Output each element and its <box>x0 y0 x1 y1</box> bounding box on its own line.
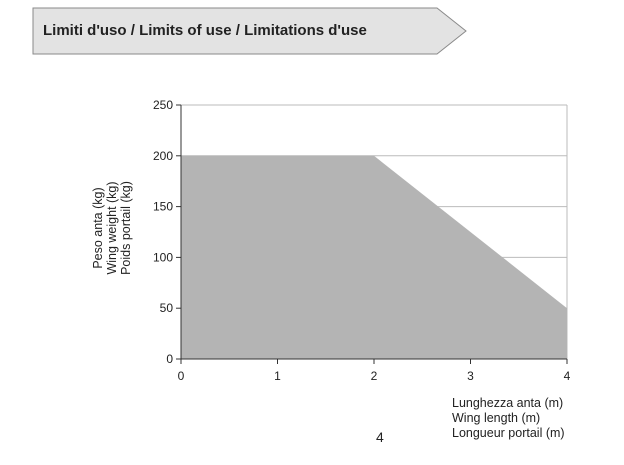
x-tick-labels: 0 1 2 3 4 <box>178 369 571 383</box>
y-axis-label: Peso anta (kg) Wing weight (kg) Poids po… <box>91 148 133 308</box>
y-tick-label: 200 <box>153 149 173 163</box>
y-tick-label: 50 <box>160 301 174 315</box>
header-banner <box>32 7 467 55</box>
x-axis-label-line-3: Longueur portail (m) <box>452 426 565 440</box>
x-axis-label-line-1: Lunghezza anta (m) <box>452 396 564 410</box>
x-axis-label-line-2: Wing length (m) <box>452 411 541 425</box>
header-banner-shape <box>32 7 467 55</box>
x-axis-label: Lunghezza anta (m) Wing length (m) Longu… <box>452 396 565 441</box>
y-tick-label: 250 <box>153 98 173 112</box>
page-title: Limiti d'uso / Limits of use / Limitatio… <box>43 22 367 39</box>
y-tick-labels: 0 50 100 150 200 250 <box>153 98 173 366</box>
page-number: 4 <box>376 429 384 445</box>
x-tick-label: 3 <box>467 369 474 383</box>
y-axis-label-line-1: Peso anta (kg) <box>91 187 105 269</box>
x-tick-label: 0 <box>178 369 185 383</box>
x-tick-label: 2 <box>371 369 378 383</box>
y-tick-label: 100 <box>153 250 173 264</box>
series-area-fill <box>181 155 567 359</box>
y-tick-label: 0 <box>166 352 173 366</box>
x-tick-label: 4 <box>564 369 571 383</box>
axes <box>176 104 568 364</box>
series-area <box>181 155 567 359</box>
y-axis-label-line-3: Poids portail (kg) <box>119 181 133 275</box>
y-axis-label-line-2: Wing weight (kg) <box>105 181 119 275</box>
x-tick-label: 1 <box>274 369 281 383</box>
y-tick-label: 150 <box>153 200 173 214</box>
